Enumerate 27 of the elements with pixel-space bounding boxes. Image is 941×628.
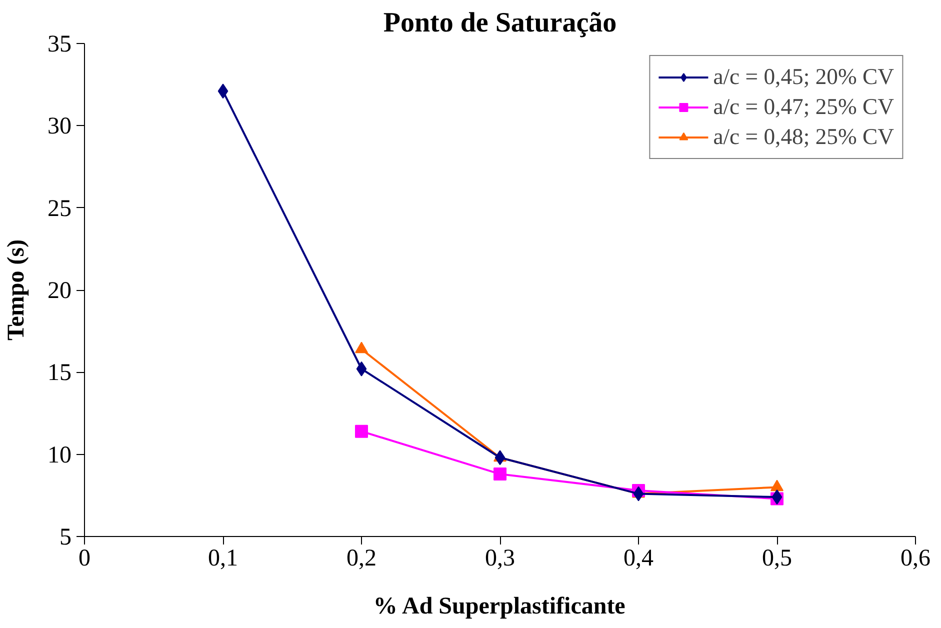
- legend-label: a/c = 0,45; 20% CV: [713, 64, 894, 90]
- y-tick-label: 20: [48, 278, 72, 304]
- x-tick-label: 0,6: [900, 546, 930, 572]
- y-tick-label: 35: [48, 32, 72, 58]
- y-tick-label: 5: [60, 524, 72, 550]
- point: [218, 84, 228, 99]
- y-tick-label: 15: [48, 360, 72, 386]
- y-tick-label: 10: [48, 442, 72, 468]
- legend-label: a/c = 0,48; 25% CV: [713, 124, 894, 150]
- x-tick-label: 0,2: [346, 546, 376, 572]
- chart-title: Ponto de Saturação: [383, 8, 617, 38]
- point: [494, 468, 506, 481]
- x-axis-title: % Ad Superplastificante: [373, 594, 626, 620]
- x-tick-label: 0,3: [485, 546, 515, 572]
- x-tick-label: 0: [78, 546, 90, 572]
- point: [633, 486, 644, 502]
- y-axis-title: Tempo (s): [4, 239, 30, 341]
- legend-label: a/c = 0,47; 25% CV: [713, 94, 894, 120]
- point: [356, 361, 367, 376]
- point: [772, 490, 782, 505]
- y-tick-label: 30: [48, 114, 72, 140]
- x-tick-label: 0,5: [762, 546, 792, 572]
- point: [355, 424, 368, 438]
- y-tick-label: 25: [48, 196, 72, 222]
- x-tick-label: 0,1: [208, 546, 238, 572]
- point: [494, 450, 506, 466]
- x-tick-label: 0,4: [624, 546, 654, 572]
